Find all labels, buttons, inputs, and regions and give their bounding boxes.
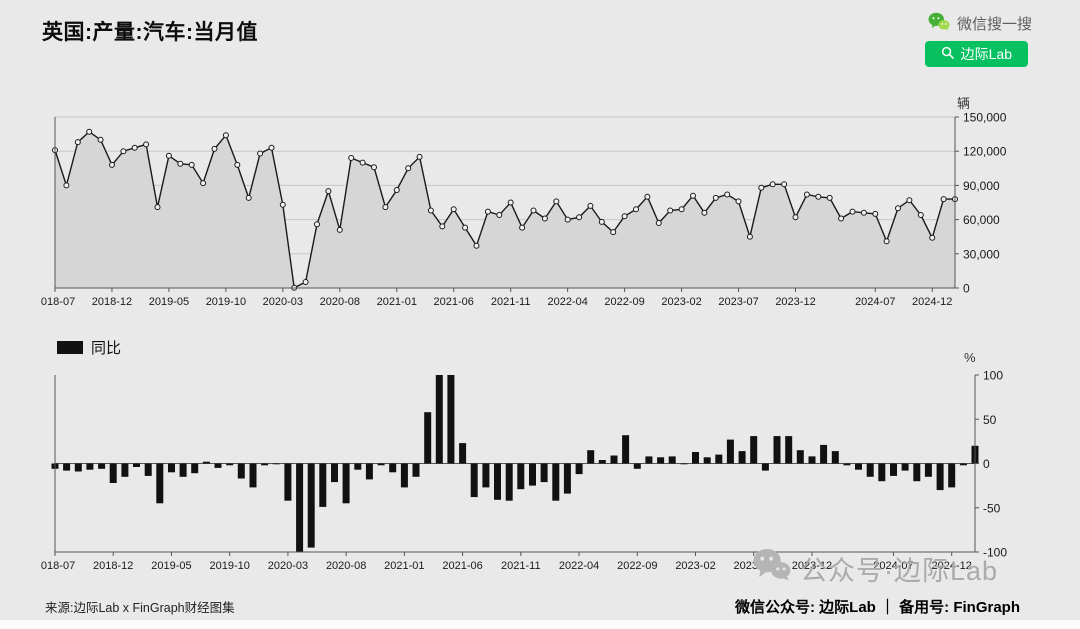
svg-text:2021-06: 2021-06 bbox=[442, 560, 482, 572]
svg-text:2019-05: 2019-05 bbox=[149, 296, 189, 308]
wechat-search-label: 微信搜一搜 bbox=[956, 16, 1032, 33]
svg-text:2023-02: 2023-02 bbox=[675, 560, 715, 572]
svg-text:2024-07: 2024-07 bbox=[855, 296, 895, 308]
svg-text:2024-07: 2024-07 bbox=[873, 560, 913, 572]
svg-text:2020-03: 2020-03 bbox=[268, 560, 308, 572]
svg-text:90,000: 90,000 bbox=[963, 179, 1000, 193]
svg-text:2022-04: 2022-04 bbox=[547, 296, 587, 308]
svg-text:2019-05: 2019-05 bbox=[151, 560, 191, 572]
svg-text:2018-07: 2018-07 bbox=[41, 296, 75, 308]
search-icon bbox=[941, 46, 954, 62]
svg-text:2020-08: 2020-08 bbox=[326, 560, 366, 572]
svg-text:2020-03: 2020-03 bbox=[263, 296, 303, 308]
watermark: 公众号·边际Lab bbox=[752, 548, 998, 588]
wechat-logo-icon bbox=[928, 12, 950, 35]
svg-text:2021-06: 2021-06 bbox=[434, 296, 474, 308]
svg-text:2022-09: 2022-09 bbox=[617, 560, 657, 572]
svg-text:50: 50 bbox=[983, 413, 997, 427]
yoy-legend: 同比 bbox=[57, 337, 121, 358]
svg-text:2024-12: 2024-12 bbox=[912, 296, 952, 308]
search-lab-button[interactable]: 边际Lab bbox=[924, 41, 1028, 67]
search-lab-button-label: 边际Lab bbox=[960, 46, 1012, 62]
svg-text:2020-08: 2020-08 bbox=[320, 296, 360, 308]
svg-text:2021-01: 2021-01 bbox=[384, 560, 424, 572]
account-info: 微信公众号: 边际Lab ｜ 备用号: FinGraph bbox=[735, 599, 1020, 616]
svg-text:-100: -100 bbox=[983, 546, 1007, 560]
svg-text:2022-09: 2022-09 bbox=[604, 296, 644, 308]
svg-text:2024-12: 2024-12 bbox=[932, 560, 972, 572]
y-axis-unit-vehicles: 辆 bbox=[957, 96, 971, 111]
svg-text:2023-07: 2023-07 bbox=[718, 296, 758, 308]
svg-text:2018-07: 2018-07 bbox=[41, 560, 75, 572]
svg-text:-50: -50 bbox=[983, 501, 1001, 515]
watermark-text: 公众号·边际Lab bbox=[800, 555, 999, 586]
source-note: 来源:边际Lab x FinGraph财经图集 bbox=[45, 601, 235, 615]
bottom-strip bbox=[0, 620, 1080, 629]
svg-text:2021-11: 2021-11 bbox=[501, 560, 541, 572]
page-title: 英国:产量:汽车:当月值 bbox=[42, 21, 258, 44]
legend-label: 同比 bbox=[91, 340, 122, 357]
svg-text:150,000: 150,000 bbox=[963, 111, 1007, 125]
svg-text:60,000: 60,000 bbox=[963, 213, 1000, 227]
svg-text:2023-02: 2023-02 bbox=[661, 296, 701, 308]
production-line-chart: 0 30,000 60,000 90,000 120,000 150,000 2018-07… bbox=[41, 111, 1007, 309]
svg-text:2023-12: 2023-12 bbox=[792, 560, 832, 572]
y-axis-unit-percent: % bbox=[964, 350, 976, 365]
svg-text:2023-12: 2023-12 bbox=[775, 296, 815, 308]
svg-text:100: 100 bbox=[983, 369, 1003, 383]
svg-text:2021-01: 2021-01 bbox=[377, 296, 417, 308]
svg-text:2022-04: 2022-04 bbox=[559, 560, 599, 572]
svg-text:2018-12: 2018-12 bbox=[92, 296, 132, 308]
svg-text:2021-11: 2021-11 bbox=[491, 296, 531, 308]
svg-text:0: 0 bbox=[983, 457, 990, 471]
svg-text:2019-10: 2019-10 bbox=[206, 296, 246, 308]
legend-swatch bbox=[57, 341, 83, 354]
wechat-gray-icon bbox=[752, 548, 792, 588]
svg-text:2019-10: 2019-10 bbox=[209, 560, 249, 572]
svg-text:0: 0 bbox=[963, 282, 970, 296]
wechat-search-entry[interactable]: 微信搜一搜 bbox=[928, 12, 1032, 35]
svg-text:2018-12: 2018-12 bbox=[93, 560, 133, 572]
yoy-bar-chart: -100 -50 0 50 100 2018-07 2018-12 2019-05 2019-1… bbox=[41, 369, 1007, 573]
svg-text:120,000: 120,000 bbox=[963, 145, 1007, 159]
svg-text:30,000: 30,000 bbox=[963, 247, 1000, 261]
